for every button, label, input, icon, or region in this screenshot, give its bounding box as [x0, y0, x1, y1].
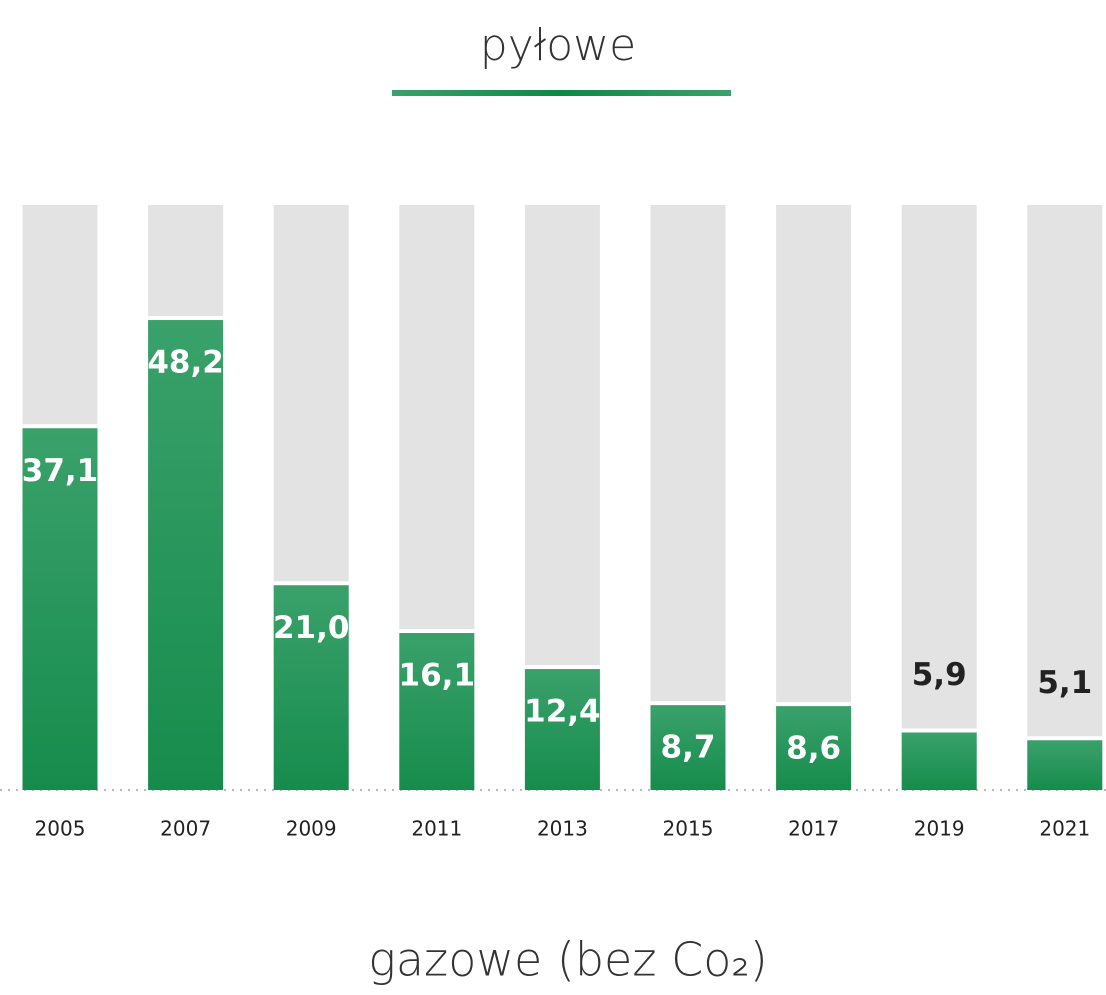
- x-tick-label: 2019: [914, 817, 965, 841]
- bar: [399, 633, 475, 790]
- value-label: 21,0: [273, 610, 350, 646]
- value-label: 5,1: [1037, 665, 1092, 701]
- value-label: 16,1: [399, 658, 476, 694]
- bar: [148, 320, 224, 790]
- bar-separator: [524, 665, 600, 670]
- x-tick-label: 2009: [286, 817, 337, 841]
- bar-separator: [399, 629, 475, 634]
- chart-title: pyłowe: [480, 20, 636, 71]
- value-label: 8,7: [661, 730, 716, 766]
- bar: [776, 706, 852, 790]
- value-label: 37,1: [22, 453, 99, 489]
- x-tick-label: 2011: [411, 817, 462, 841]
- bar: [524, 669, 600, 790]
- bar-background: [650, 205, 726, 790]
- bar-separator: [650, 701, 726, 706]
- bar-separator: [901, 728, 977, 733]
- x-tick-label: 2015: [663, 817, 714, 841]
- value-label: 5,9: [912, 657, 967, 693]
- bar: [650, 705, 726, 790]
- chart-subtitle: gazowe (bez Co₂): [368, 933, 768, 987]
- bar-separator: [22, 424, 98, 429]
- bar-background: [1027, 205, 1103, 790]
- bar-background: [776, 205, 852, 790]
- x-tick-label: 2021: [1039, 817, 1090, 841]
- value-label: 8,6: [786, 731, 841, 767]
- bar-separator: [273, 581, 349, 586]
- x-tick-label: 2013: [537, 817, 588, 841]
- bar-background: [901, 205, 977, 790]
- bar-separator: [1027, 736, 1103, 741]
- bar: [22, 428, 98, 790]
- title-underline: [392, 90, 731, 96]
- x-tick-label: 2007: [160, 817, 211, 841]
- value-label: 48,2: [147, 345, 224, 381]
- bar: [273, 585, 349, 790]
- x-tick-label: 2017: [788, 817, 839, 841]
- bar: [1027, 740, 1103, 790]
- x-tick-label: 2005: [35, 817, 86, 841]
- bar-separator: [776, 702, 852, 707]
- bar-separator: [148, 316, 224, 321]
- value-label: 12,4: [524, 694, 601, 730]
- bar: [901, 732, 977, 790]
